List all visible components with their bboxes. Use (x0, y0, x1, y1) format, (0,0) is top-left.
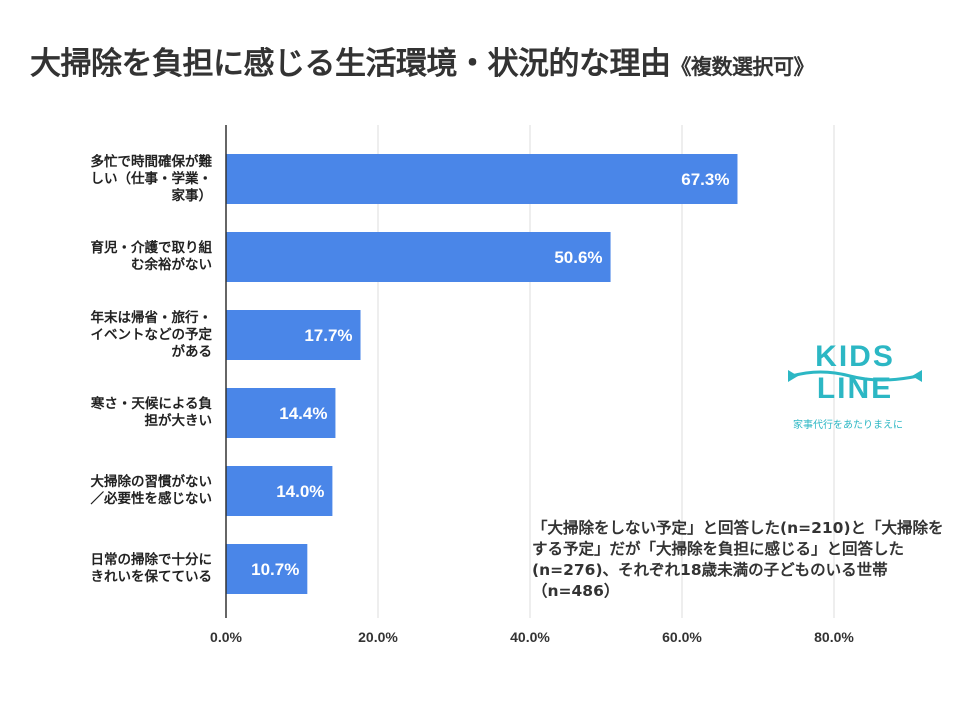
category-label-line: がある (171, 343, 213, 360)
category-label: 育児・介護で取り組 む余裕がない (30, 240, 213, 274)
category-label-line: 多忙で時間確保が難 (90, 153, 213, 170)
logo-tagline: 家事代行をあたりまえに (793, 420, 903, 431)
category-label-line: 日常の掃除で十分に (90, 552, 213, 568)
category-label-line: 育児・介護で取り組 (90, 240, 213, 256)
kidsline-logo: KIDS LINE (788, 340, 922, 405)
x-tick-label: 40.0% (510, 629, 550, 645)
category-label: 日常の掃除で十分に きれいを保てている (30, 552, 213, 586)
category-label-line: 年末は帰省・旅行・ (90, 309, 213, 326)
chart-title: 大掃除を負担に感じる生活環境・状況的な理由《複数選択可》 (30, 38, 814, 83)
x-tick-label: 60.0% (662, 629, 702, 645)
logo-line1: KIDS (815, 340, 895, 373)
logo-ribbon-icon (791, 370, 919, 382)
bar (226, 310, 361, 360)
bar-value-label: 67.3% (681, 170, 729, 189)
bar (226, 466, 333, 516)
category-label-line: 寒さ・天候による負 (90, 396, 212, 412)
category-label: 寒さ・天候による負 担が大きい (30, 396, 212, 430)
bar (226, 544, 308, 594)
category-label-line: イベントなどの予定 (90, 326, 213, 343)
x-tick-label: 80.0% (814, 629, 854, 645)
sample-note: 「大掃除をしない予定」と回答した(n=210)と「大掃除をする予定」だが「大掃除… (532, 519, 944, 600)
bar (226, 232, 611, 282)
bar-value-label: 14.0% (276, 482, 324, 501)
category-label: 多忙で時間確保が難 しい（仕事・学業・ 家事） (30, 153, 213, 205)
category-label: 大掃除の習慣がない ／必要性を感じない (30, 474, 213, 508)
category-label: 年末は帰省・旅行・ イベントなどの予定 がある (30, 309, 213, 361)
logo-mark: KIDS LINE (788, 340, 922, 405)
category-label-line: ／必要性を感じない (90, 491, 213, 507)
x-tick-label: 0.0% (210, 629, 242, 645)
logo-hand-left-icon (788, 370, 798, 382)
chart-title-sub: 《複数選択可》 (670, 55, 815, 79)
category-label-line: む余裕がない (131, 257, 212, 273)
category-label-line: 大掃除の習慣がない (90, 474, 213, 490)
logo-hand-right-icon (912, 370, 922, 382)
chart-title-main: 大掃除を負担に感じる生活環境・状況的な理由 (30, 46, 671, 82)
bar-value-label: 14.4% (279, 404, 327, 423)
bar-value-label: 10.7% (251, 560, 299, 579)
category-label-line: 家事） (171, 187, 213, 204)
category-label-line: きれいを保てている (90, 569, 213, 585)
bar (226, 388, 336, 438)
bar-value-label: 50.6% (554, 248, 602, 267)
bar-value-label: 17.7% (304, 326, 352, 345)
category-label-line: しい（仕事・学業・ (90, 170, 213, 187)
x-tick-label: 20.0% (358, 629, 398, 645)
bar (226, 154, 738, 204)
category-label-line: 担が大きい (144, 413, 213, 429)
